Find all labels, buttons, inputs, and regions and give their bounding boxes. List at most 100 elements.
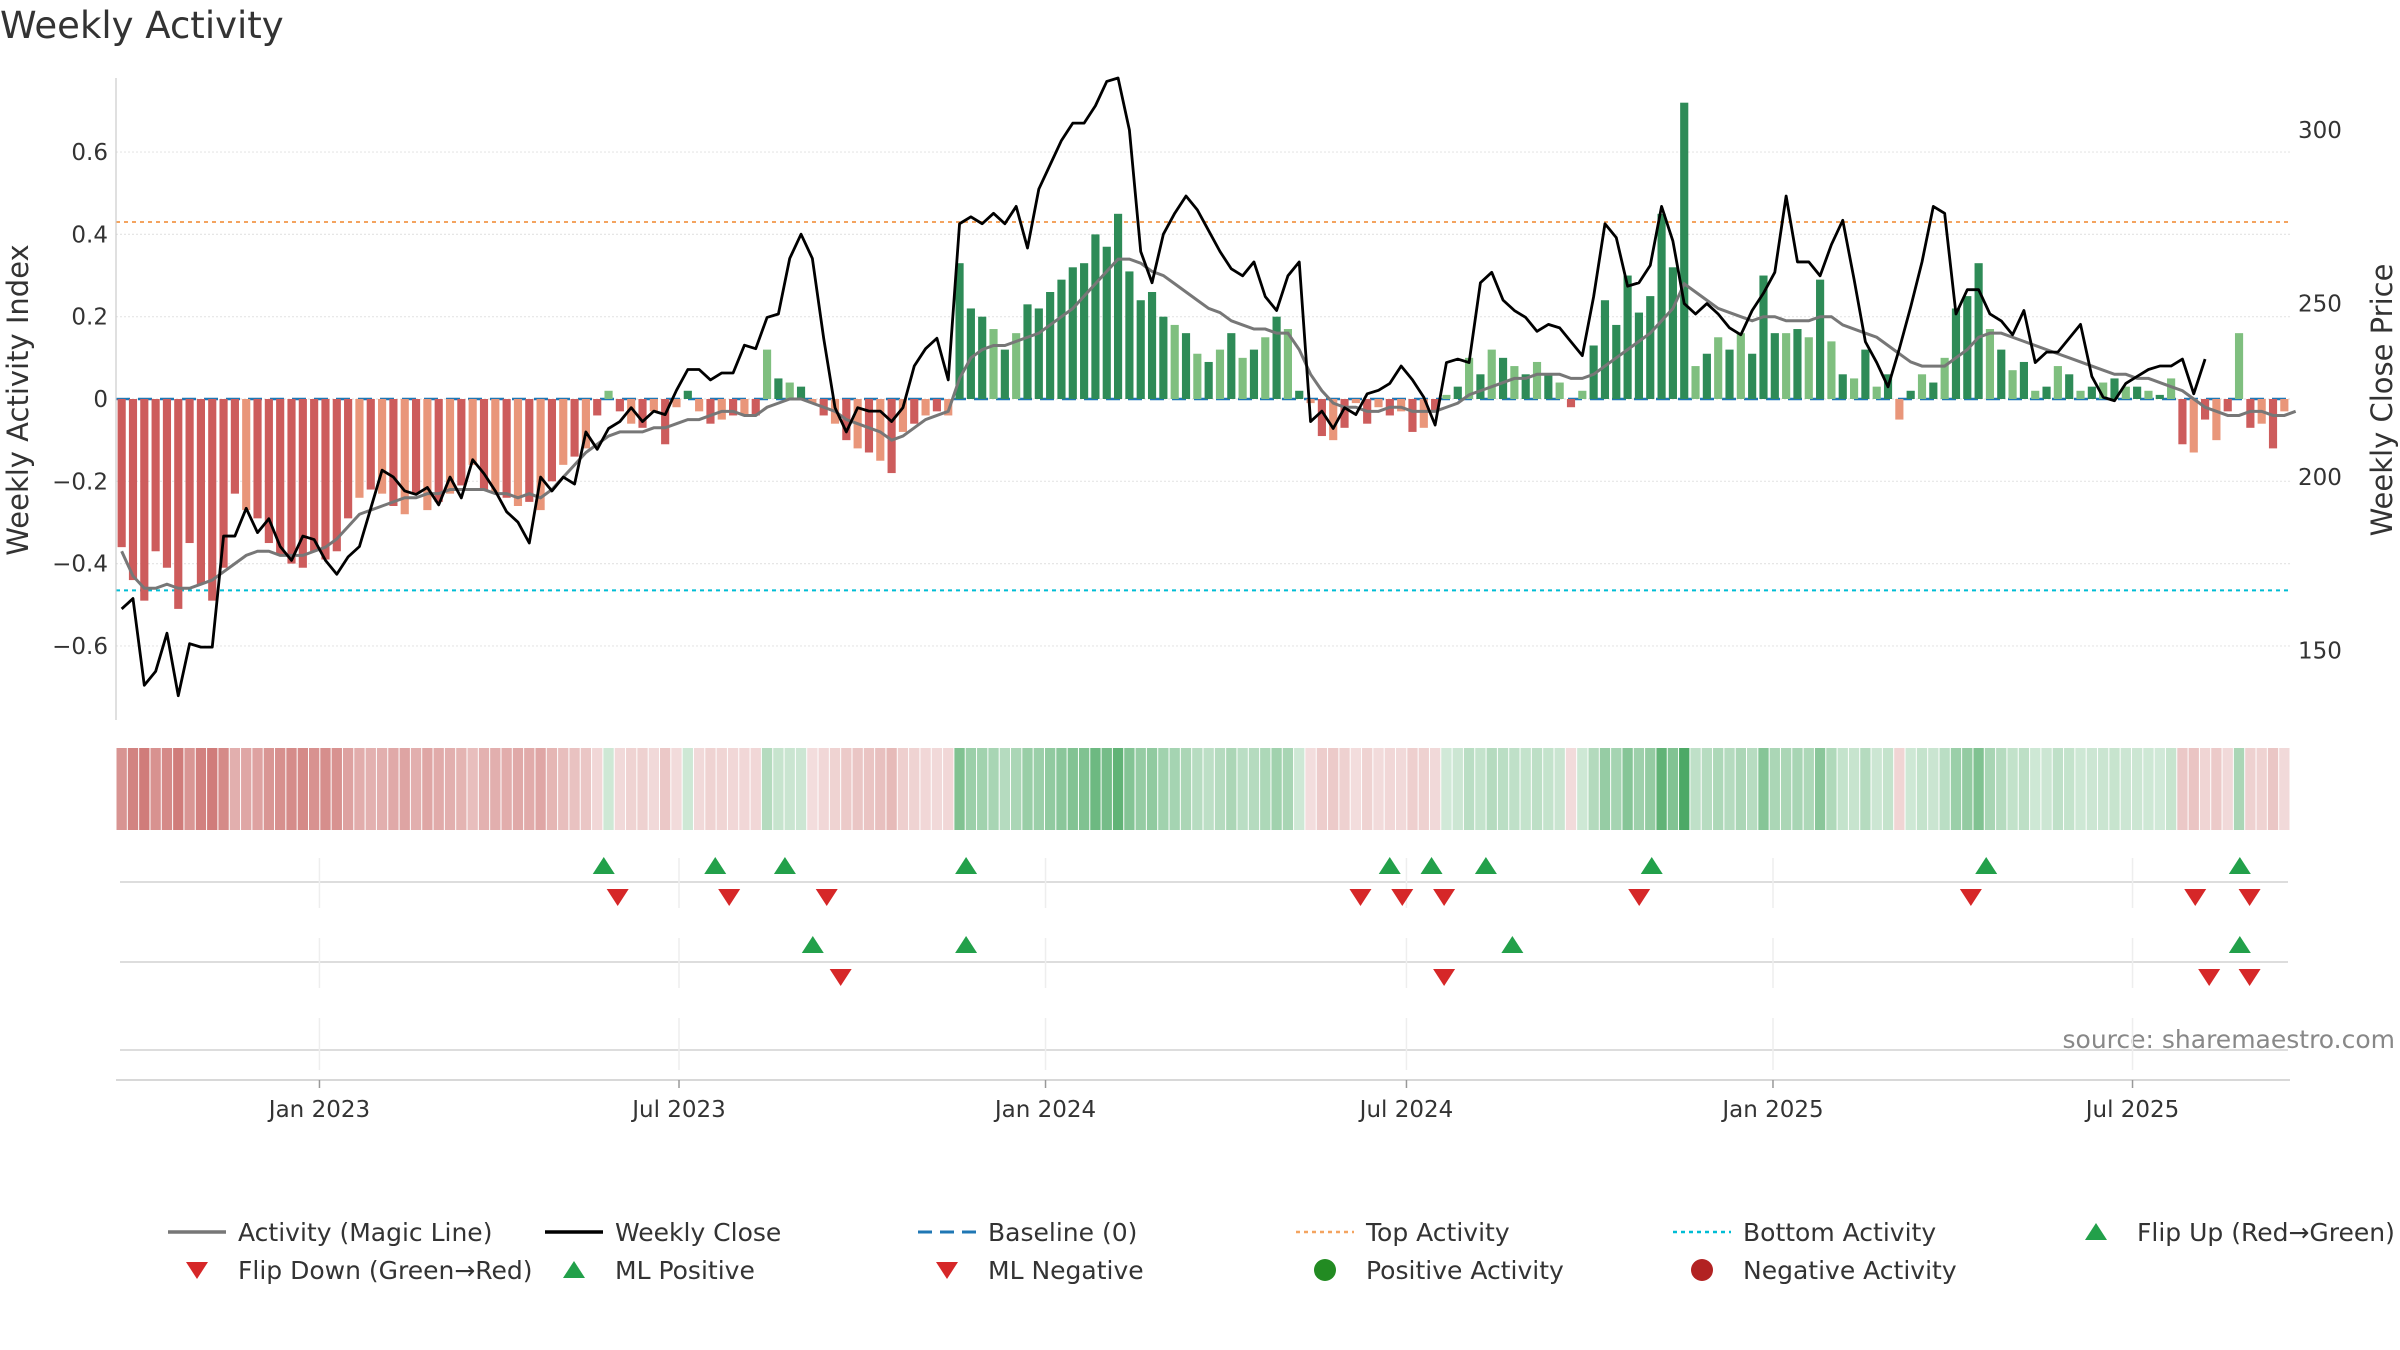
series-lines — [120, 76, 2297, 698]
activity-bar — [2110, 378, 2119, 399]
activity-bar — [525, 399, 534, 502]
flip-up-marker — [1975, 857, 1998, 874]
activity-bar — [287, 399, 296, 564]
strip-cell — [1044, 748, 1056, 830]
strip-cell — [2154, 748, 2165, 830]
activity-bar — [898, 399, 908, 432]
ml-negative-marker — [2238, 969, 2261, 986]
activity-bar — [1476, 374, 1485, 399]
activity-bar — [1181, 333, 1191, 399]
activity-bar — [729, 399, 738, 416]
activity-bar — [1997, 349, 2006, 399]
activity-bar — [1759, 275, 1768, 399]
strip-cell — [1463, 748, 1475, 830]
legend-label: Flip Up (Red→Green) — [2137, 1218, 2395, 1247]
activity-bar — [2201, 399, 2210, 420]
activity-bar — [1397, 399, 1406, 412]
legend-swatch — [936, 1262, 958, 1279]
y-axis-right-title: Weekly Close Price — [2365, 264, 2399, 537]
activity-bar — [536, 399, 545, 511]
activity-bar — [468, 399, 477, 465]
activity-bar — [491, 399, 500, 494]
legend-swatch — [2085, 1223, 2107, 1240]
strip-cell — [1882, 748, 1894, 830]
activity-bar — [706, 399, 715, 424]
strip-cell — [1362, 748, 1373, 830]
flip-down-marker — [815, 889, 838, 906]
strip-cell — [1747, 748, 1758, 830]
activity-bar — [1487, 349, 1496, 399]
strip-cell — [320, 748, 331, 830]
activity-bar — [762, 349, 772, 399]
activity-bar — [332, 399, 341, 552]
activity-bar — [128, 399, 138, 581]
strip-cell — [2267, 748, 2279, 830]
activity-bar — [2133, 386, 2142, 399]
activity-bar — [2189, 399, 2198, 453]
strip-cell — [546, 748, 558, 830]
strip-cell — [2007, 748, 2018, 830]
strip-cell — [410, 748, 422, 830]
strip-cell — [1577, 748, 1588, 830]
activity-bar — [1340, 399, 1349, 428]
strip-cell — [988, 748, 999, 830]
activity-bar — [1748, 353, 1757, 399]
activity-bar — [423, 399, 432, 511]
legend: Activity (Magic Line) Weekly Close Baselin… — [168, 1218, 2395, 1285]
strip-cell — [1350, 748, 1362, 830]
flip-down-marker — [718, 889, 741, 906]
x-tick-label: Jan 2024 — [993, 1097, 1096, 1123]
activity-bar — [1578, 390, 1587, 399]
strip-cell — [1441, 748, 1452, 830]
strip-cell — [286, 748, 297, 830]
strip-cell — [1452, 748, 1463, 830]
strip-cell — [1486, 748, 1497, 830]
strip-cell — [2075, 748, 2086, 830]
activity-bar — [661, 399, 670, 445]
strip-cell — [2098, 748, 2109, 830]
activity-bar — [2155, 394, 2164, 399]
strip-cell — [150, 748, 161, 830]
activity-bar — [570, 399, 579, 457]
strip-cell — [2143, 748, 2154, 830]
strip-cell — [1090, 748, 1101, 830]
activity-bar — [400, 399, 409, 515]
activity-bar — [1351, 399, 1360, 404]
legend-label: Flip Down (Green→Red) — [238, 1256, 533, 1285]
ml-negative-marker — [1433, 969, 1456, 986]
legend-label: Negative Activity — [1743, 1256, 1957, 1285]
activity-bar — [502, 399, 511, 498]
activity-bar — [513, 399, 523, 506]
strip-cell — [297, 748, 308, 830]
strip-cell — [558, 748, 569, 830]
strip-cell — [1554, 748, 1565, 830]
strip-cell — [1294, 748, 1305, 830]
activity-bar — [559, 399, 568, 465]
activity-bar — [751, 399, 760, 416]
activity-bar — [955, 263, 964, 399]
strip-cell — [2279, 748, 2290, 830]
activity-bar — [276, 399, 285, 556]
flip-down-marker — [606, 889, 629, 906]
activity-bar — [1249, 349, 1259, 399]
strip-cell — [977, 748, 988, 830]
strip-cell — [807, 748, 818, 830]
legend-label: Activity (Magic Line) — [238, 1218, 492, 1247]
strip-cell — [422, 748, 433, 830]
strip-cell — [2109, 748, 2120, 830]
activity-bar — [796, 386, 806, 399]
flip-up-marker — [773, 857, 796, 874]
axes: 0.6 0.4 0.2 0 −0.2 −0.4 −0.6 300 250 200 150 — [52, 78, 2342, 720]
strip-cell — [1826, 748, 1837, 830]
activity-bar — [1374, 399, 1383, 408]
strip-cell — [2222, 748, 2233, 830]
strip-cell — [1939, 748, 1950, 830]
strip-cell — [660, 748, 671, 830]
strip-cell — [1022, 748, 1033, 830]
strip-cell — [2064, 748, 2075, 830]
activity-bar — [2087, 386, 2096, 399]
activity-bar — [1261, 337, 1270, 399]
strip-cell — [637, 748, 648, 830]
activity-bar — [1510, 366, 1519, 399]
